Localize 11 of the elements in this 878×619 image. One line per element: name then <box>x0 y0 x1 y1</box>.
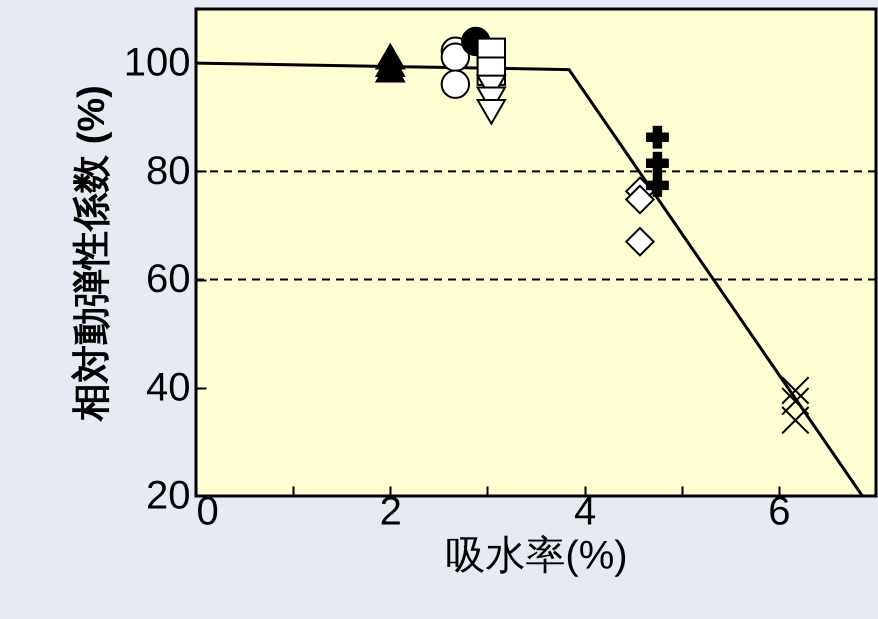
y-axis-title: 相対動弾性係数 (%) <box>70 85 113 422</box>
x-tick-label: 0 <box>196 490 219 534</box>
x-tick-label: 4 <box>574 490 596 534</box>
y-tick-label: 40 <box>146 365 190 410</box>
y-tick-label: 80 <box>146 148 190 193</box>
y-tick-label: 100 <box>124 40 190 85</box>
y-tick-label: 20 <box>146 474 190 518</box>
x-tick-label: 2 <box>380 490 402 534</box>
y-tick-label: 60 <box>146 257 190 302</box>
x-tick-label: 6 <box>768 490 790 534</box>
x-axis-title: 吸水率(%) <box>445 534 628 578</box>
